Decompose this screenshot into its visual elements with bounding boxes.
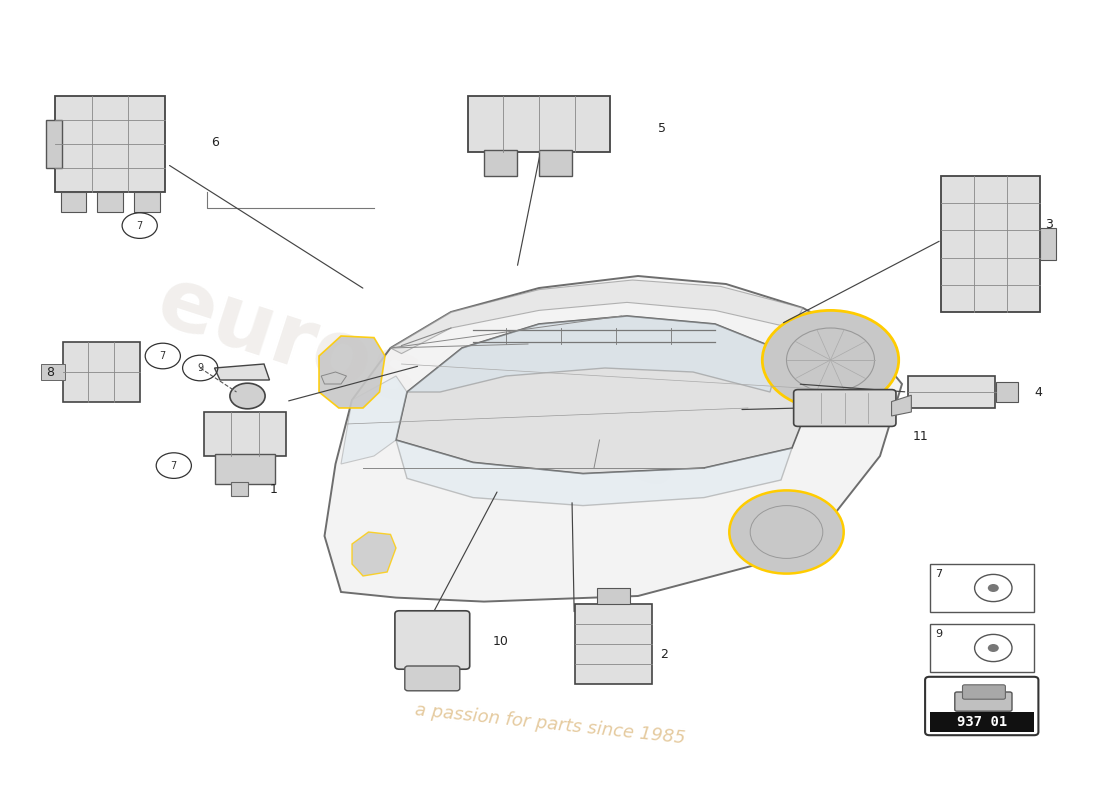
Text: 7: 7 <box>160 351 166 361</box>
FancyBboxPatch shape <box>955 692 1012 711</box>
Circle shape <box>230 383 265 409</box>
FancyBboxPatch shape <box>395 611 470 669</box>
Text: 7: 7 <box>170 461 177 470</box>
Text: a passion for parts since 1985: a passion for parts since 1985 <box>414 701 686 747</box>
Text: 1: 1 <box>270 483 277 496</box>
Polygon shape <box>891 395 911 416</box>
Text: 7: 7 <box>935 569 942 579</box>
Bar <box>539 150 572 176</box>
Polygon shape <box>352 532 396 576</box>
FancyBboxPatch shape <box>468 96 610 152</box>
Circle shape <box>729 490 844 574</box>
Bar <box>484 150 517 176</box>
Polygon shape <box>324 276 902 602</box>
Polygon shape <box>396 316 814 474</box>
Polygon shape <box>396 440 792 506</box>
Bar <box>41 364 65 380</box>
Bar <box>996 382 1018 402</box>
Bar <box>60 192 86 212</box>
Bar <box>1040 228 1056 260</box>
FancyBboxPatch shape <box>405 666 460 690</box>
Text: 10: 10 <box>493 635 508 648</box>
Text: 2: 2 <box>660 648 668 661</box>
Text: 937 01: 937 01 <box>957 715 1006 730</box>
Text: 11: 11 <box>913 430 928 442</box>
Text: 4: 4 <box>1034 386 1042 398</box>
FancyBboxPatch shape <box>962 685 1005 699</box>
Bar <box>134 192 159 212</box>
Polygon shape <box>341 376 407 464</box>
Text: eurospares: eurospares <box>146 260 690 508</box>
Circle shape <box>988 644 999 652</box>
FancyBboxPatch shape <box>908 376 996 408</box>
Polygon shape <box>407 316 781 392</box>
Bar <box>930 712 1034 732</box>
Polygon shape <box>214 364 270 380</box>
FancyBboxPatch shape <box>575 604 652 684</box>
FancyBboxPatch shape <box>794 390 895 426</box>
Polygon shape <box>321 372 346 384</box>
Text: 9: 9 <box>197 363 204 373</box>
FancyBboxPatch shape <box>63 342 140 402</box>
Polygon shape <box>319 336 385 408</box>
Text: 6: 6 <box>211 136 219 149</box>
FancyBboxPatch shape <box>46 120 62 168</box>
FancyBboxPatch shape <box>55 96 165 192</box>
FancyBboxPatch shape <box>925 677 1038 735</box>
Bar <box>930 564 1034 612</box>
Polygon shape <box>390 280 803 354</box>
Bar <box>597 588 630 604</box>
Text: 5: 5 <box>658 122 666 134</box>
Text: 7: 7 <box>136 221 143 230</box>
FancyBboxPatch shape <box>204 412 286 456</box>
Text: 8: 8 <box>46 366 54 378</box>
Bar <box>97 192 123 212</box>
Bar <box>214 454 275 484</box>
Circle shape <box>762 310 899 410</box>
FancyBboxPatch shape <box>940 176 1040 312</box>
Text: 9: 9 <box>935 629 942 638</box>
Text: 3: 3 <box>1045 218 1053 230</box>
Bar <box>231 482 248 496</box>
Bar <box>930 624 1034 672</box>
Circle shape <box>988 584 999 592</box>
